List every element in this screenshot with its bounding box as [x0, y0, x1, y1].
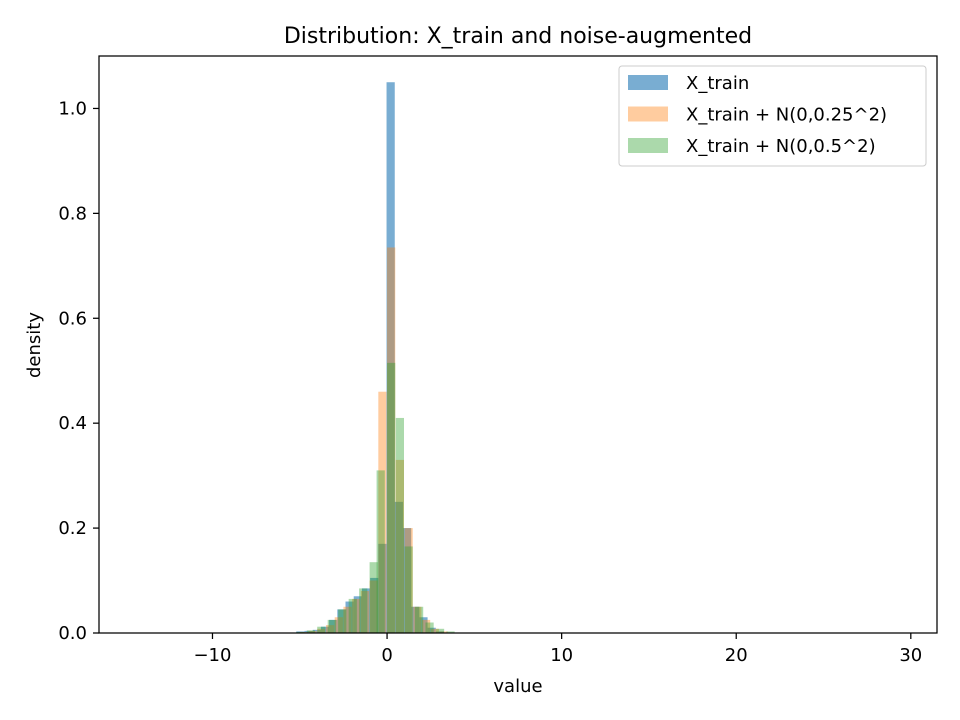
histogram-bar — [395, 459, 404, 633]
histogram-bar — [404, 546, 413, 633]
histogram-bar — [329, 619, 338, 633]
x-tick-label: 10 — [550, 645, 573, 666]
histogram-bar — [317, 628, 326, 633]
chart-title: Distribution: X_train and noise-augmente… — [284, 24, 752, 49]
legend-swatch — [628, 75, 668, 90]
x-axis-label: value — [493, 676, 542, 697]
histogram-bar — [334, 617, 343, 633]
x-tick-label: 20 — [725, 645, 748, 666]
histogram-bar — [387, 362, 396, 633]
histogram-bar — [320, 626, 330, 633]
histogram-bar — [308, 630, 317, 633]
histogram-bar — [337, 609, 346, 633]
legend-label: X_train + N(0,0.25^2) — [686, 105, 887, 126]
histogram-bar — [415, 606, 424, 633]
histogram-bar — [402, 528, 412, 633]
histogram-bar — [386, 82, 395, 634]
histogram-bar — [369, 580, 378, 633]
histogram-bar — [343, 606, 352, 633]
histogram-bar — [370, 577, 379, 633]
legend-box — [618, 65, 927, 167]
histogram-bar — [378, 391, 387, 633]
histogram-bar — [404, 528, 413, 633]
histogram-bar — [345, 601, 354, 633]
histogram-bar — [312, 629, 321, 633]
histogram-bar — [425, 622, 434, 633]
histogram-bar — [413, 606, 422, 633]
x-tick-label: 0 — [381, 645, 392, 666]
y-tick-label: 0.6 — [58, 308, 87, 329]
histogram-bar — [430, 628, 439, 633]
histogram-bar — [338, 609, 347, 633]
y-tick-label: 1.0 — [58, 98, 87, 119]
histogram-bar — [369, 562, 378, 633]
histogram-bar — [421, 619, 431, 633]
histogram-bar — [395, 417, 404, 633]
histogram-bar — [435, 628, 445, 633]
y-tick-label: 0.4 — [58, 413, 87, 434]
histogram-bar — [348, 598, 357, 633]
histogram-bar — [296, 631, 305, 633]
histogram-bar — [387, 247, 396, 633]
x-tick-label: 30 — [899, 645, 922, 666]
y-tick-label: 0.0 — [58, 623, 87, 644]
histogram-bar — [360, 591, 370, 633]
histogram-bar — [419, 617, 428, 633]
histogram-bar — [378, 543, 387, 633]
histogram-bar — [435, 631, 444, 633]
histogram-bar — [439, 631, 448, 633]
y-axis-label: density — [24, 312, 45, 378]
histogram-bar — [353, 596, 362, 633]
y-tick-label: 0.2 — [58, 518, 87, 539]
x-axis-ticks: −10 0 10 20 30 — [193, 633, 922, 666]
histogram-bar — [427, 627, 436, 633]
histogram-bar — [446, 631, 455, 633]
histogram-bar — [411, 606, 420, 633]
legend-swatch — [628, 106, 668, 122]
legend: X_train X_train + N(0,0.25^2) X_train + N(… — [618, 65, 927, 167]
y-axis-ticks: 0.0 0.2 0.4 0.6 0.8 1.0 — [58, 98, 99, 644]
histogram-bar — [306, 630, 315, 633]
y-tick-label: 0.8 — [58, 203, 87, 224]
legend-label: X_train + N(0,0.5^2) — [686, 136, 876, 157]
legend-swatch — [628, 138, 668, 153]
histogram-bar — [394, 501, 403, 633]
legend-label: X_train — [686, 73, 749, 94]
histogram-bar — [361, 588, 371, 633]
histogram-bar — [327, 619, 336, 633]
histogram-bar — [352, 598, 361, 633]
plot-frame — [98, 55, 938, 634]
x-tick-label: −10 — [193, 645, 231, 666]
histogram-bar — [304, 630, 313, 633]
histogram-bar — [359, 588, 368, 633]
histogram-bar — [325, 625, 335, 633]
histogram-bar — [376, 470, 385, 633]
histogram-bar — [317, 626, 326, 633]
histogram-bars — [296, 82, 455, 634]
